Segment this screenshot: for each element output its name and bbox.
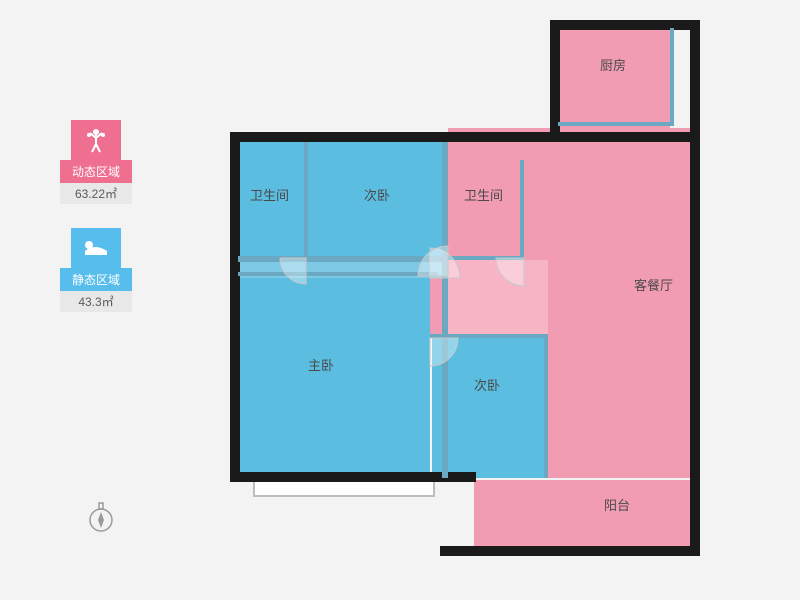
compass-icon bbox=[86, 500, 116, 539]
people-icon bbox=[71, 120, 121, 160]
label-bed2b: 次卧 bbox=[474, 378, 500, 393]
label-bed2a: 次卧 bbox=[364, 188, 390, 203]
floorplan-svg: 厨房客餐厅卫生间阳台卫生间次卧主卧次卧 bbox=[214, 10, 790, 590]
label-bed1: 主卧 bbox=[308, 358, 334, 373]
label-bath2: 卫生间 bbox=[464, 188, 503, 203]
label-balcony: 阳台 bbox=[604, 498, 630, 513]
label-bath1: 卫生间 bbox=[250, 188, 289, 203]
legend-static-value: 43.3㎡ bbox=[60, 291, 132, 312]
legend-dynamic: 动态区域 63.22㎡ bbox=[60, 120, 132, 204]
room-bath2 bbox=[448, 160, 524, 256]
label-kitchen: 厨房 bbox=[600, 58, 626, 73]
room-bed1 bbox=[232, 278, 430, 478]
room-kitchen bbox=[558, 28, 670, 128]
legend-static: 静态区域 43.3㎡ bbox=[60, 228, 132, 312]
legend-dynamic-label: 动态区域 bbox=[60, 160, 132, 183]
floorplan: 厨房客餐厅卫生间阳台卫生间次卧主卧次卧 bbox=[214, 10, 790, 590]
legend-static-label: 静态区域 bbox=[60, 268, 132, 291]
label-living: 客餐厅 bbox=[634, 278, 673, 293]
legend: 动态区域 63.22㎡ 静态区域 43.3㎡ bbox=[60, 120, 132, 336]
sleep-icon bbox=[71, 228, 121, 268]
legend-dynamic-value: 63.22㎡ bbox=[60, 183, 132, 204]
room-balcony bbox=[474, 480, 696, 552]
